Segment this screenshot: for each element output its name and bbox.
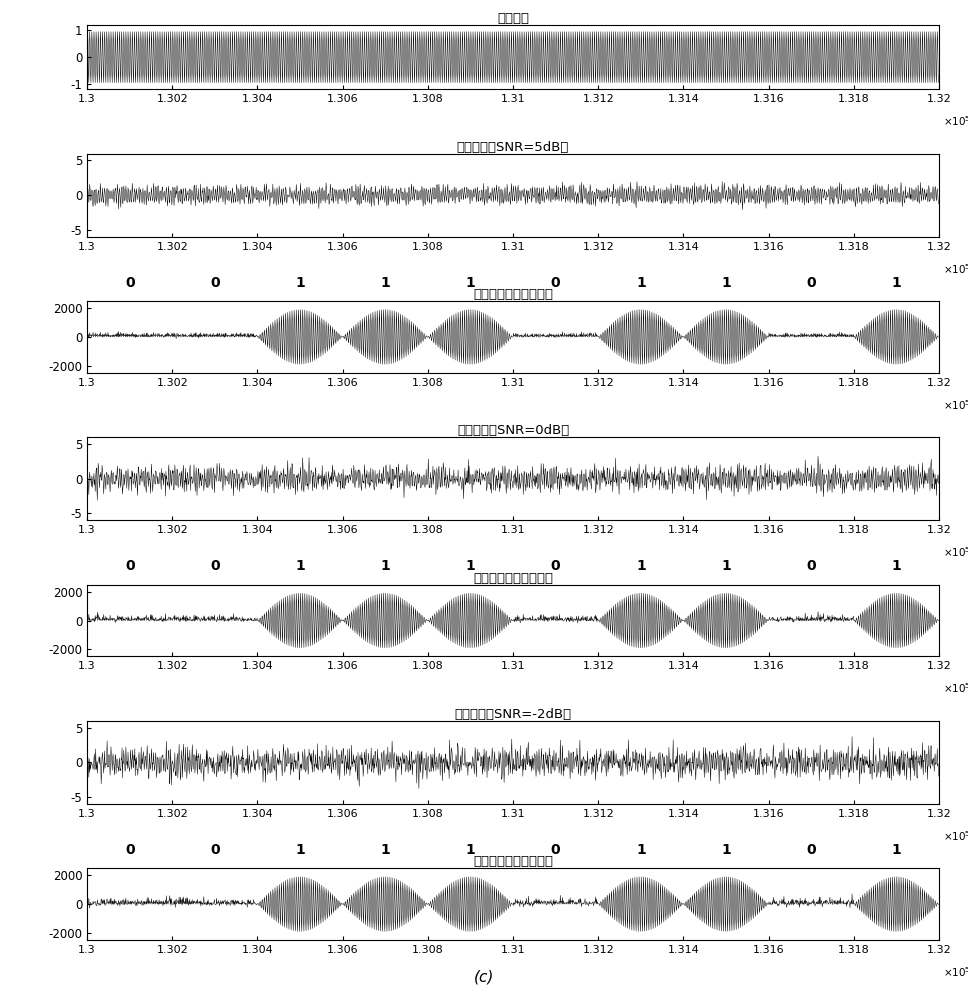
Text: 0: 0 — [125, 843, 135, 857]
Title: 通过滤波器以后的信号: 通过滤波器以后的信号 — [473, 855, 553, 868]
Title: 含噪信号（SNR=5dB）: 含噪信号（SNR=5dB） — [457, 141, 569, 154]
Title: 含噪信号（SNR=-2dB）: 含噪信号（SNR=-2dB） — [455, 708, 571, 721]
Text: 0: 0 — [210, 559, 220, 573]
Text: $\times 10^5$: $\times 10^5$ — [943, 681, 968, 695]
Text: 1: 1 — [892, 843, 901, 857]
Text: 1: 1 — [636, 559, 646, 573]
Text: $\times 10^5$: $\times 10^5$ — [943, 829, 968, 843]
Text: 0: 0 — [551, 843, 560, 857]
Text: 0: 0 — [806, 276, 816, 290]
Text: 0: 0 — [551, 559, 560, 573]
Text: 1: 1 — [295, 276, 305, 290]
Text: $\times 10^5$: $\times 10^5$ — [943, 262, 968, 276]
Text: $\times 10^5$: $\times 10^5$ — [943, 965, 968, 979]
Text: 1: 1 — [380, 559, 390, 573]
Text: 1: 1 — [466, 559, 475, 573]
Text: 1: 1 — [892, 276, 901, 290]
Text: $\times 10^5$: $\times 10^5$ — [943, 545, 968, 559]
Text: 0: 0 — [210, 276, 220, 290]
Text: 1: 1 — [466, 843, 475, 857]
Text: 0: 0 — [806, 843, 816, 857]
Text: 0: 0 — [125, 276, 135, 290]
Text: 1: 1 — [466, 276, 475, 290]
Text: 0: 0 — [125, 559, 135, 573]
Text: 1: 1 — [721, 276, 731, 290]
Text: $\times 10^5$: $\times 10^5$ — [943, 114, 968, 128]
Text: 1: 1 — [380, 276, 390, 290]
Text: (c): (c) — [473, 970, 495, 985]
Text: 1: 1 — [721, 559, 731, 573]
Text: 1: 1 — [636, 276, 646, 290]
Text: 1: 1 — [636, 843, 646, 857]
Text: 1: 1 — [380, 843, 390, 857]
Text: 1: 1 — [892, 559, 901, 573]
Text: $\times 10^5$: $\times 10^5$ — [943, 398, 968, 412]
Title: 原始信号: 原始信号 — [497, 12, 529, 25]
Text: 1: 1 — [295, 843, 305, 857]
Title: 通过滤波器以后的信号: 通过滤波器以后的信号 — [473, 288, 553, 301]
Text: 1: 1 — [721, 843, 731, 857]
Text: 0: 0 — [551, 276, 560, 290]
Title: 通过滤波器以后的信号: 通过滤波器以后的信号 — [473, 572, 553, 585]
Title: 含噪信号（SNR=0dB）: 含噪信号（SNR=0dB） — [457, 424, 569, 437]
Text: 0: 0 — [210, 843, 220, 857]
Text: 1: 1 — [295, 559, 305, 573]
Text: 0: 0 — [806, 559, 816, 573]
